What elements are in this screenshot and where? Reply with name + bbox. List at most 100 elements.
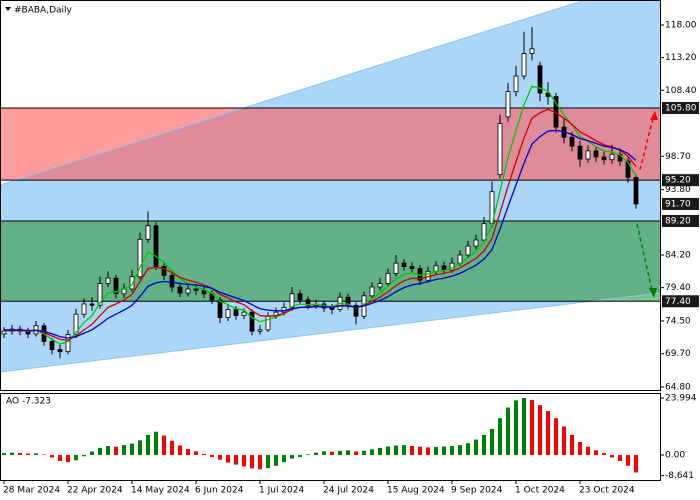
candle-body [225, 309, 231, 318]
down-arrow [636, 223, 653, 291]
ao-bar [34, 453, 38, 456]
zones [0, 107, 660, 302]
ao-bar [98, 447, 102, 456]
ao-bar [634, 455, 638, 473]
candle-body [593, 150, 599, 158]
candle-body [97, 283, 103, 306]
price-tag [662, 295, 699, 308]
ao-bar [298, 455, 302, 457]
candle-body [153, 225, 159, 267]
candle-body [305, 299, 311, 306]
ao-bar [482, 434, 486, 456]
ao-bar [450, 446, 454, 456]
ao-bar [522, 398, 526, 456]
candle-body [441, 265, 447, 271]
candle-body [457, 254, 463, 264]
zone [0, 107, 660, 181]
candle-body [633, 177, 639, 205]
candle-body [177, 286, 183, 294]
ao-bar [426, 447, 430, 456]
ao-bar [538, 405, 542, 456]
ao-bar [218, 455, 222, 460]
candle-body [145, 225, 151, 240]
price-frame [0, 0, 661, 391]
y-tick-label: 79.40 [665, 283, 691, 293]
candle-body [65, 334, 71, 353]
candle-body [625, 160, 631, 178]
ao-bar [370, 449, 374, 456]
y-tick-label: 93.80 [665, 185, 691, 195]
candle-body [297, 293, 303, 301]
ao-bar [114, 446, 118, 456]
y-tick-label: 69.70 [665, 349, 691, 359]
ao-bar [186, 449, 190, 456]
ao-bar [586, 446, 590, 456]
ao-bar [490, 428, 494, 456]
y-tick-label: 98.70 [665, 152, 691, 162]
ao-bar [10, 452, 14, 456]
ao-bar [578, 441, 582, 456]
y-tick-label: 23.994 [665, 394, 697, 404]
candle-body [513, 75, 519, 93]
up-arrow-head [650, 111, 658, 120]
candle-body [81, 303, 87, 315]
candle-body [249, 311, 255, 332]
ao-bar [402, 445, 406, 456]
x-tick-label: 15 Aug 2024 [387, 486, 445, 496]
ao-bar [282, 455, 286, 463]
candle-body [377, 283, 383, 288]
ao-histogram [2, 398, 638, 473]
ao-bar [242, 455, 246, 467]
axes: 118.00 113.20 108.40 98.70 93.80 84.20 79.40 74… [3, 20, 699, 496]
ao-bar [546, 411, 550, 456]
ao-bar [210, 455, 214, 457]
ao-bar [26, 453, 30, 456]
ao-bar [466, 443, 470, 456]
candle-body [369, 286, 375, 297]
candle-body [401, 262, 407, 267]
down-arrow-head [649, 288, 657, 298]
chart-title: #BABA,Daily [14, 6, 73, 16]
ao-bar [58, 455, 62, 461]
candle-body [1, 330, 7, 335]
ao-bar [562, 426, 566, 456]
ao-bar [2, 453, 6, 456]
x-tick-label: 1 Jul 2024 [259, 486, 304, 496]
moving-average [3, 85, 637, 345]
ao-bar [442, 446, 446, 456]
ao-bar [178, 445, 182, 456]
candle-body [89, 303, 95, 306]
candle-body [73, 313, 79, 336]
ao-bar [266, 455, 270, 469]
candle-body [129, 276, 135, 290]
ao-bar [514, 400, 518, 456]
x-tick-label: 6 Jun 2024 [195, 486, 244, 496]
x-tick-label: 23 Oct 2024 [579, 486, 635, 496]
y-tick-label: -8.641 [665, 471, 694, 481]
price-tag [662, 101, 699, 114]
y-tick-label: 108.40 [665, 86, 697, 96]
ao-bar [362, 450, 366, 456]
ao-bar [418, 446, 422, 456]
ao-bar [626, 455, 630, 466]
ao-bar [194, 451, 198, 456]
candle-body [529, 48, 535, 54]
ao-bar [330, 451, 334, 456]
ao-bar [434, 446, 438, 456]
ao-bar [410, 446, 414, 456]
levels [0, 107, 660, 302]
ao-bar [386, 446, 390, 456]
ao-bar [306, 454, 310, 456]
ao-bar [570, 434, 574, 456]
candle-body [185, 288, 191, 294]
candle-body [289, 293, 295, 308]
ao-bar [618, 455, 622, 461]
ao-bar [226, 455, 230, 463]
ao-bar [354, 451, 358, 456]
candle-body [233, 309, 239, 316]
ao-bar [250, 455, 254, 469]
candle-body [57, 349, 63, 353]
candle-body [353, 304, 359, 317]
candle-body [217, 299, 223, 318]
